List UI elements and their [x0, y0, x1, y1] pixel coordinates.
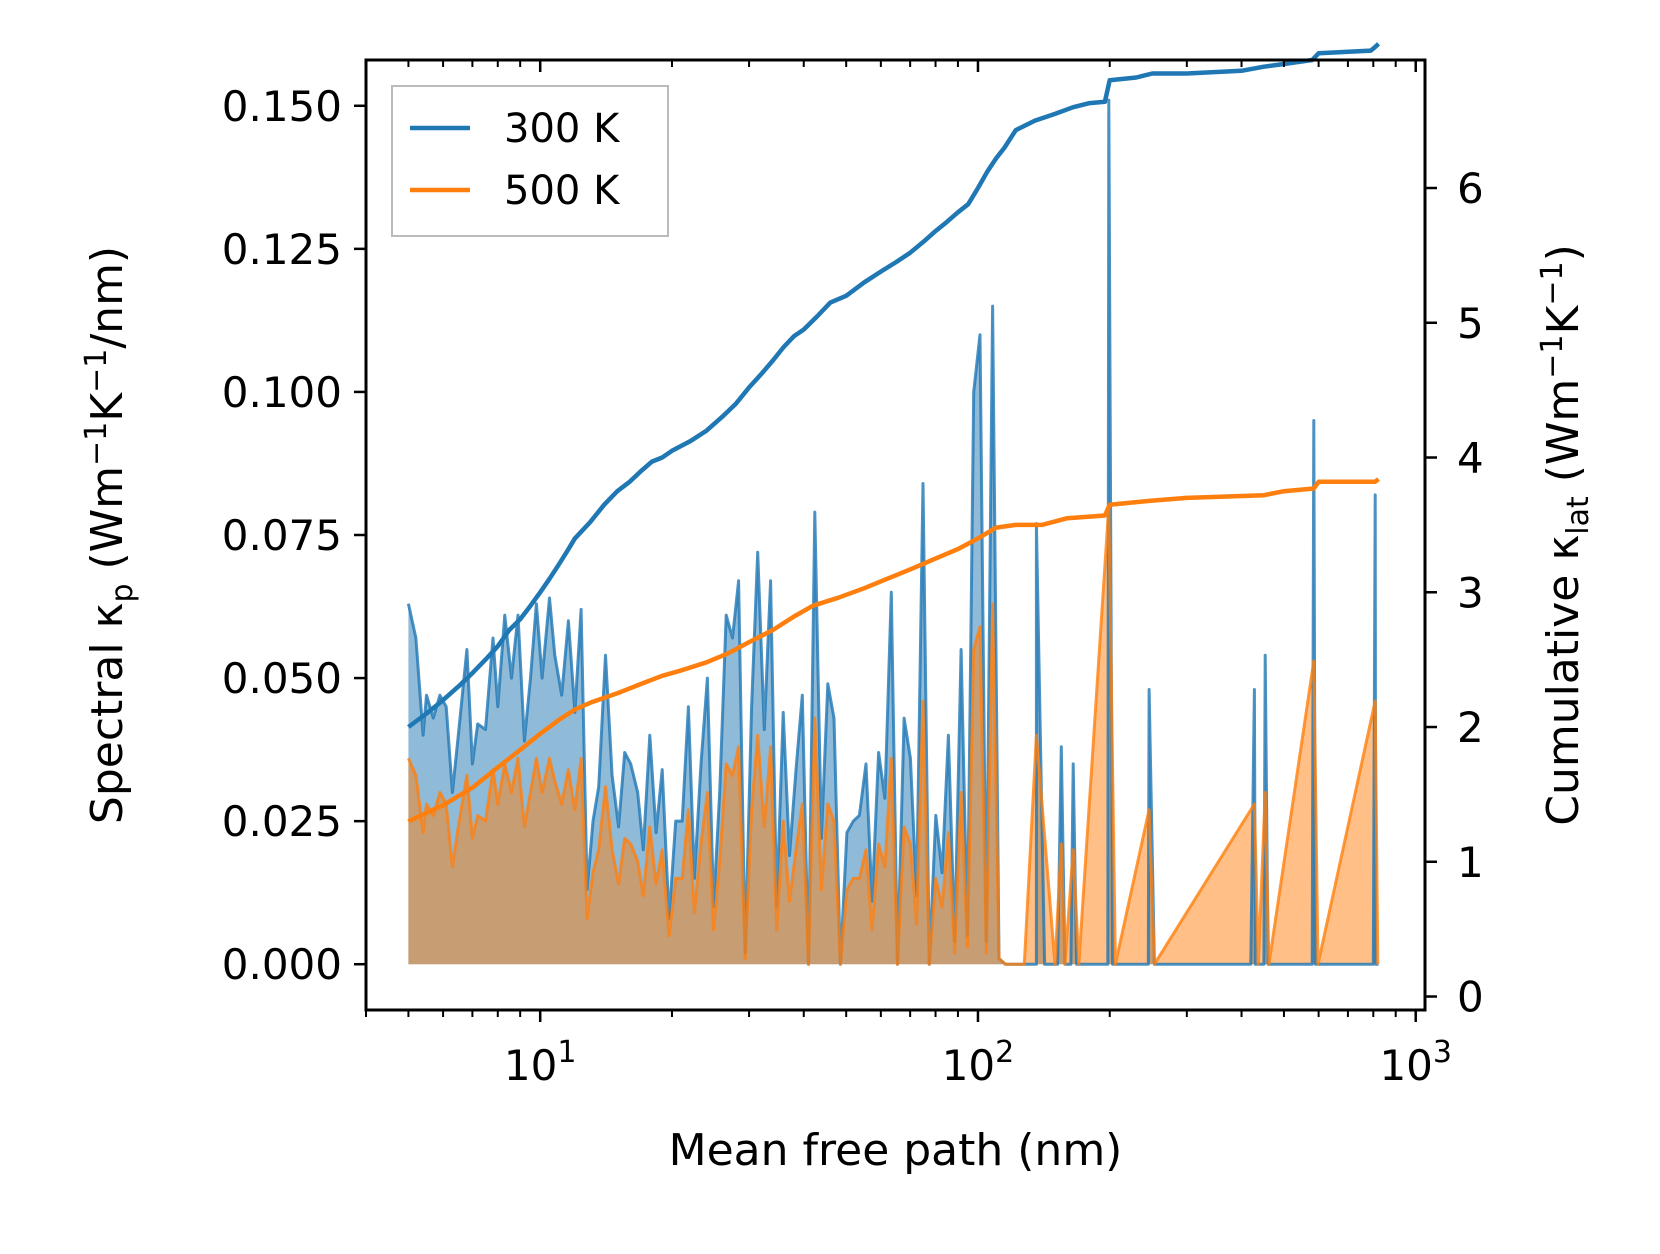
y-right-tick-label: 4 — [1457, 434, 1484, 483]
cumulative-line-1 — [407, 477, 1380, 824]
y-left-tick-label: 0.125 — [222, 225, 342, 274]
y-left-tick-label: 0.000 — [222, 940, 342, 989]
y-left-tick-label: 0.025 — [222, 797, 342, 846]
legend: 300 K 500 K — [391, 85, 669, 237]
y-left-tick-label: 0.050 — [222, 654, 342, 703]
y-right-tick-label: 2 — [1457, 703, 1484, 752]
y-right-tick-label: 1 — [1457, 838, 1484, 887]
legend-box — [391, 85, 669, 237]
y-right-tick-label: 3 — [1457, 568, 1484, 617]
y-right-axis-title: Cumulative κlat (Wm−1K−1) — [1535, 244, 1596, 826]
y-left-tick-label: 0.075 — [222, 511, 342, 560]
legend-label-0: 300 K — [504, 106, 621, 152]
data-lines — [406, 42, 1381, 966]
y-left-tick-label: 0.150 — [222, 82, 342, 131]
x-axis-title: Mean free path (nm) — [669, 1125, 1123, 1176]
legend-label-1: 500 K — [504, 168, 621, 214]
y-left-axis-title: Spectral κp (Wm−1K−1/nm) — [79, 246, 140, 824]
spectral-fill-1 — [408, 506, 1378, 965]
cumulative-line-0 — [407, 42, 1381, 729]
y-right-tick-label: 5 — [1457, 299, 1484, 348]
spectral-line-1 — [407, 504, 1380, 966]
y-right-tick-label: 6 — [1457, 164, 1484, 213]
y-left-tick-label: 0.100 — [222, 368, 342, 417]
y-right-tick-label: 0 — [1457, 973, 1484, 1022]
spectral-line-0 — [406, 98, 1380, 966]
